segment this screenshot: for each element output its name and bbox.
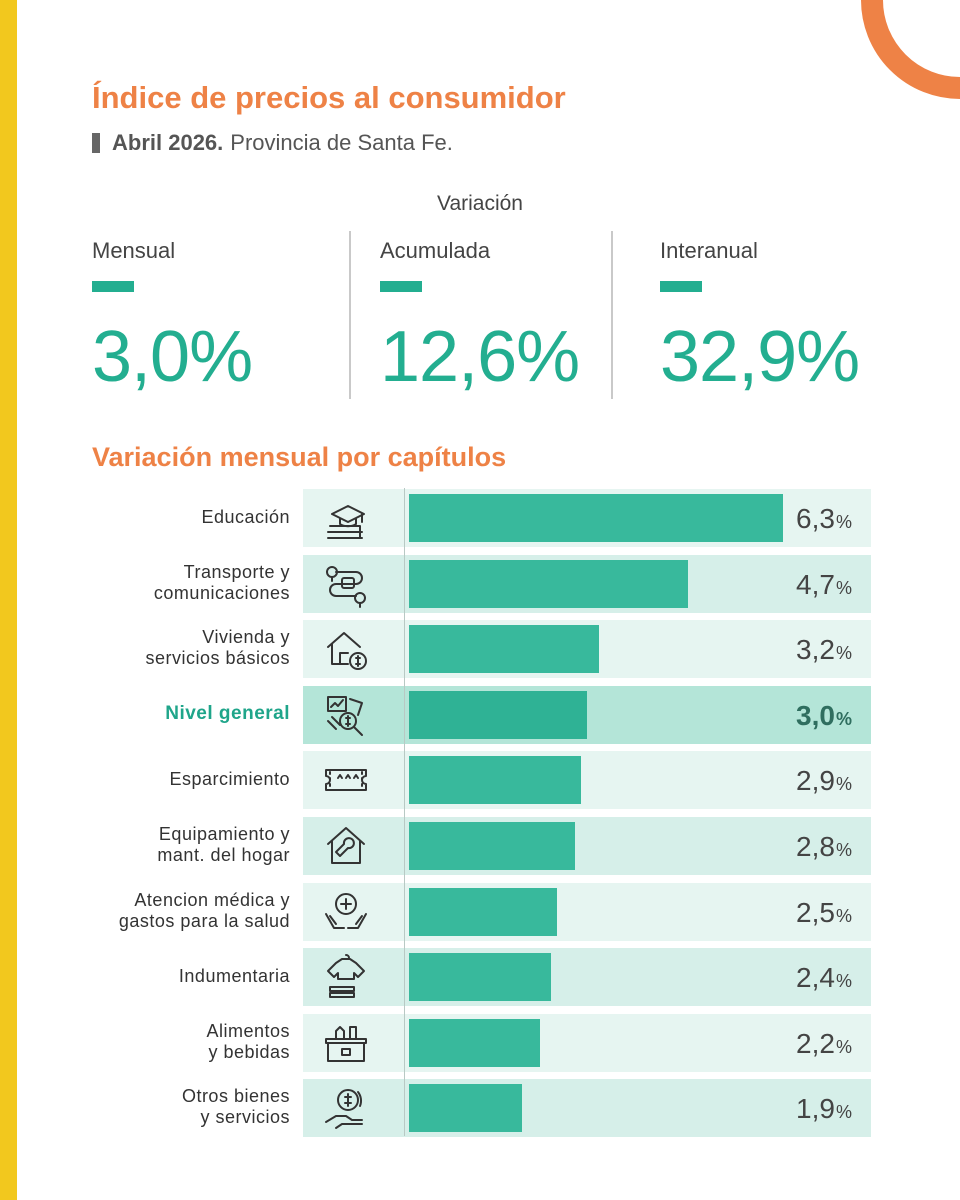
stat-label: Acumulada: [380, 238, 491, 263]
category-label: Educación: [201, 506, 290, 527]
subtitle-bar-marker: [92, 133, 100, 153]
bar-value-label: 3,2%: [796, 634, 852, 666]
chart-row-background: [303, 817, 871, 875]
variation-heading: Variación: [437, 192, 523, 215]
left-accent-stripe: [0, 0, 17, 1200]
page-title: Índice de precios al consumidor: [92, 80, 566, 115]
percent-unit: %: [835, 840, 852, 860]
transport-route-icon: [326, 565, 366, 608]
stat-mensual: Mensual 3,0%: [92, 238, 253, 398]
percent-unit: %: [835, 643, 852, 664]
percent-unit: %: [835, 774, 852, 795]
percent-unit: %: [835, 577, 852, 598]
stat-label: Interanual: [660, 238, 758, 263]
education-icon: [327, 505, 365, 539]
percent-unit: %: [835, 1102, 852, 1123]
stat-dash: [380, 281, 422, 292]
bar-value-label: 2,8%: [796, 831, 852, 862]
stat-interanual: Interanual 32,9%: [660, 238, 860, 398]
category-label: Vivienda y servicios básicos: [145, 627, 290, 669]
chart-row-background: [303, 1079, 871, 1138]
bar: [409, 559, 689, 608]
percent-unit: %: [835, 971, 852, 992]
bar-value-label: 2,5%: [796, 896, 852, 928]
clothing-icon: [327, 954, 365, 999]
stat-dash: [660, 281, 702, 292]
category-label: Esparcimiento: [169, 768, 290, 789]
category-label: Alimentos y bebidas: [206, 1020, 290, 1062]
general-index-icon: [327, 695, 363, 736]
bar-value-label: 2,4%: [796, 962, 852, 994]
bar: [409, 625, 599, 674]
house-bills-icon: [327, 632, 367, 671]
stat-separator: [611, 231, 613, 399]
bar-value-label: 4,7%: [796, 568, 852, 600]
page-subtitle: Abril 2026. Provincia de Santa Fe.: [92, 130, 453, 156]
category-label: Indumentaria: [178, 965, 290, 986]
food-box-icon: [325, 1025, 367, 1062]
bar-value-label: 2,2%: [796, 1027, 852, 1059]
bar: [409, 756, 582, 805]
category-label: Atencion médica y gastos para la salud: [118, 889, 290, 931]
bar: [409, 494, 783, 542]
bar: [409, 887, 558, 936]
bar: [409, 1084, 522, 1133]
corner-arc-decoration: [861, 0, 960, 99]
chart-title: Variación mensual por capítulos: [92, 442, 507, 472]
stat-value: 12,6%: [380, 317, 580, 397]
percent-unit: %: [835, 905, 852, 926]
home-maintenance-icon: [327, 827, 365, 864]
bar: [409, 690, 588, 739]
stat-separator: [349, 231, 351, 399]
percent-unit: %: [835, 512, 852, 532]
stat-value: 3,0%: [92, 317, 253, 397]
stat-acumulada: Acumulada 12,6%: [380, 238, 580, 398]
subtitle-region: Provincia de Santa Fe.: [230, 130, 453, 155]
chart-row-background: [303, 948, 871, 1007]
percent-unit: %: [835, 1036, 852, 1057]
subtitle-date: Abril 2026.: [112, 130, 224, 155]
money-hand-icon: [325, 1089, 363, 1130]
bar-value-label: 1,9%: [796, 1093, 852, 1125]
bar-value-label: 6,3%: [796, 503, 852, 534]
bar: [409, 1018, 540, 1067]
stat-dash: [92, 281, 134, 292]
chart-row-background: [303, 882, 871, 941]
stat-value: 32,9%: [660, 317, 860, 397]
stat-label: Mensual: [92, 238, 176, 263]
bar: [409, 953, 552, 1002]
ticket-icon: [325, 769, 367, 792]
chart-row-background: [303, 1013, 871, 1072]
health-care-icon: [325, 892, 367, 929]
category-label: Otros bienes y servicios: [181, 1086, 290, 1128]
chart-row-background: [303, 751, 871, 810]
bar-value-label: 2,9%: [796, 765, 852, 797]
chart-axis-line: [404, 488, 405, 1136]
bar-value-label: 3,0%: [796, 699, 852, 731]
category-label: Transporte y comunicaciones: [153, 561, 290, 603]
bar: [409, 822, 576, 870]
percent-unit: %: [835, 708, 852, 729]
category-label: Equipamiento y mant. del hogar: [157, 824, 290, 865]
category-label: Nivel general: [165, 703, 290, 725]
